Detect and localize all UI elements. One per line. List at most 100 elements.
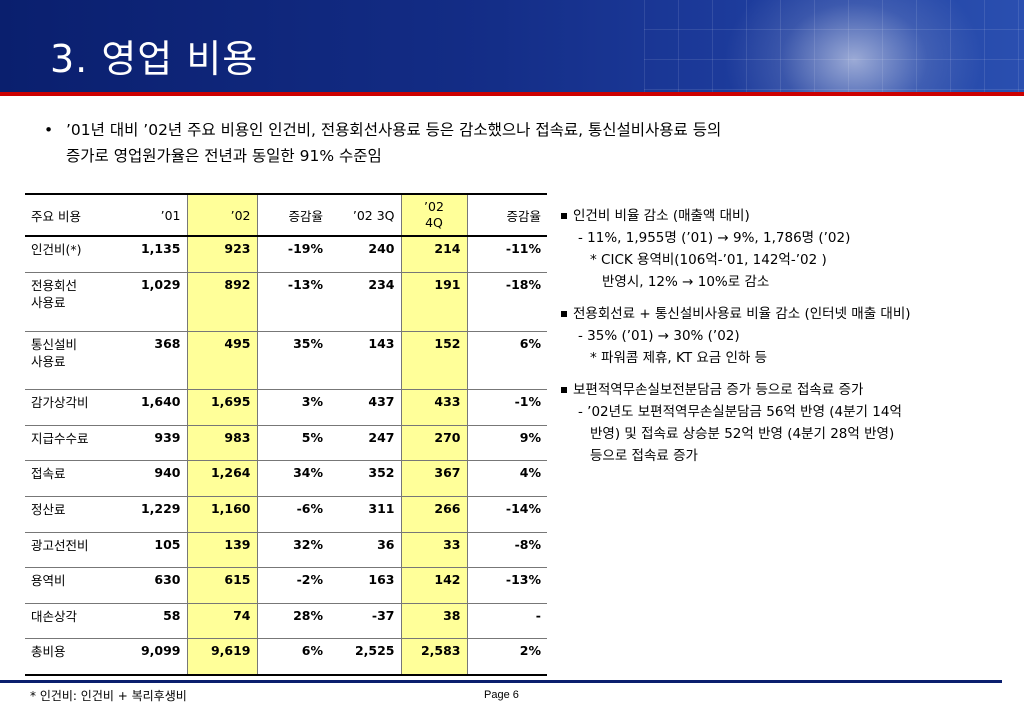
cell-value-4q: 266 [400,496,468,533]
intro-paragraph: • ’01년 대비 ’02년 주요 비용인 인건비, 전용회선사용료 등은 감소… [44,117,944,169]
note-line: 등으로 접속료 증가 [590,448,698,464]
table-row: 총비용 9,099 9,619 6% 2,525 2,583 2% [25,638,547,677]
table-row: 대손상각 58 74 28% -37 38- [25,603,547,640]
cell-change: 35% [257,331,329,391]
cell-qchange: 4% [467,460,547,497]
cell-value-4q: 191 [400,272,468,332]
cell-value-02: 983 [186,425,258,462]
note-line: - ’02년도 보편적역무손실분담금 56억 반영 (4분기 14억 [578,404,902,420]
note-line: - 11%, 1,955명 (’01) → 9%, 1,786명 (’02) [578,230,851,246]
cell-item-name: 접속료 [25,460,121,497]
cell-change: 3% [257,389,329,426]
title-banner: 3. 영업 비용 [0,0,1024,92]
table-header-row: 주요 비용 ’01 ’02 증감율 ’02 3Q ’02 4Q 증감율 [25,193,547,237]
note-line: 반영) 및 접속료 상승분 52억 반영 (4분기 28억 반영) [590,426,895,442]
cell-value-4q: 142 [400,567,468,604]
cell-value-01: 630 [121,567,187,604]
cell-value-3q: 2,525 [329,638,401,677]
cell-value-4q: 214 [400,236,468,273]
square-bullet-icon [561,387,567,393]
note-heading-text: 인건비 비율 감소 (매출액 대비) [573,208,750,224]
note-line: - 35% (’01) → 30% (’02) [578,328,740,344]
col-header-item: 주요 비용 [25,193,121,237]
cell-value-3q: 247 [329,425,401,462]
cell-item-name: 총비용 [25,638,121,677]
cell-value-02: 139 [186,532,258,569]
title-underline [0,92,1024,96]
col-header-change: 증감율 [257,193,329,237]
cell-value-01: 105 [121,532,187,569]
cell-qchange: 9% [467,425,547,462]
cell-value-01: 1,640 [121,389,187,426]
cell-value-4q: 152 [400,331,468,391]
table-row: 지급수수료 939 983 5% 247 270 9% [25,425,547,462]
cell-value-02: 892 [186,272,258,332]
cell-value-02: 495 [186,331,258,391]
note-heading-text: 전용회선료 + 통신설비사용료 비율 감소 (인터넷 매출 대비) [573,306,911,322]
col-header-3q: ’02 3Q [329,193,401,237]
table-row: 전용회선 사용료 1,029 892 -13% 234 191 -18% [25,272,547,332]
cell-item-name: 인건비(*) [25,236,121,273]
note-heading-text: 보편적역무손실보전분담금 증가 등으로 접속료 증가 [573,382,864,398]
col-header-qchange: 증감율 [467,193,547,237]
table-row: 접속료 940 1,264 34% 352 367 4% [25,460,547,497]
col-header-02: ’02 [186,193,258,237]
cell-item-name: 대손상각 [25,603,121,640]
cell-value-01: 940 [121,460,187,497]
page-number: Page 6 [484,689,519,701]
col-header-01: ’01 [121,193,187,237]
note-line: * 파워콤 제휴, KT 요금 인하 등 [590,350,768,366]
cell-item-name: 정산료 [25,496,121,533]
cell-value-02: 1,695 [186,389,258,426]
cell-value-3q: 437 [329,389,401,426]
note-block: 전용회선료 + 통신설비사용료 비율 감소 (인터넷 매출 대비) - 35% (… [560,303,1010,369]
cell-qchange: 2% [467,638,547,677]
cell-qchange: -1% [467,389,547,426]
cell-value-01: 1,135 [121,236,187,273]
cell-value-02: 9,619 [186,638,258,677]
cell-value-3q: 311 [329,496,401,533]
cell-value-4q: 2,583 [400,638,468,677]
intro-bullet: • [44,121,54,139]
table-row: 용역비 630 615 -2% 163 142 -13% [25,567,547,604]
table-row: 인건비(*) 1,135 923 -19% 240 214 -11% [25,236,547,273]
footnote: * 인건비: 인건비 + 복리후생비 [30,689,187,703]
cell-value-02: 615 [186,567,258,604]
cell-value-4q: 433 [400,389,468,426]
cell-value-01: 368 [121,331,187,391]
note-heading: 인건비 비율 감소 (매출액 대비) [560,205,1010,227]
cell-value-4q: 270 [400,425,468,462]
note-block: 인건비 비율 감소 (매출액 대비) - 11%, 1,955명 (’01) → … [560,205,1010,293]
col-header-4q: ’02 4Q [400,193,468,237]
note-heading: 보편적역무손실보전분담금 증가 등으로 접속료 증가 [560,379,1010,401]
cell-value-02: 74 [186,603,258,640]
note-line: * CICK 용역비(106억-’01, 142억-’02 ) [590,252,827,268]
cell-qchange: 6% [467,331,547,391]
cell-change: -6% [257,496,329,533]
intro-line-1: ’01년 대비 ’02년 주요 비용인 인건비, 전용회선사용료 등은 감소했으… [66,121,722,139]
cell-value-3q: 240 [329,236,401,273]
cell-qchange: -13% [467,567,547,604]
cell-item-name: 감가상각비 [25,389,121,426]
cell-value-4q: 33 [400,532,468,569]
cell-value-3q: 36 [329,532,401,569]
cell-value-3q: 163 [329,567,401,604]
cell-item-name: 지급수수료 [25,425,121,462]
cell-item-name: 용역비 [25,567,121,604]
table-row: 감가상각비 1,640 1,695 3% 437 433 -1% [25,389,547,426]
cell-value-01: 1,229 [121,496,187,533]
banner-glow-decoration [724,0,984,92]
cell-value-01: 1,029 [121,272,187,332]
table-row: 정산료 1,229 1,160 -6% 311 266 -14% [25,496,547,533]
note-line: 반영시, 12% → 10%로 감소 [602,274,770,290]
cell-value-02: 1,160 [186,496,258,533]
cell-change: 34% [257,460,329,497]
cell-change: 28% [257,603,329,640]
note-heading: 전용회선료 + 통신설비사용료 비율 감소 (인터넷 매출 대비) [560,303,1010,325]
cell-change: 6% [257,638,329,677]
cell-item-name: 전용회선 사용료 [25,272,121,332]
cell-change: -19% [257,236,329,273]
table-row: 광고선전비 105 139 32% 36 33 -8% [25,532,547,569]
commentary-panel: 인건비 비율 감소 (매출액 대비) - 11%, 1,955명 (’01) → … [560,205,1010,477]
note-block: 보편적역무손실보전분담금 증가 등으로 접속료 증가 - ’02년도 보편적역무손… [560,379,1010,467]
